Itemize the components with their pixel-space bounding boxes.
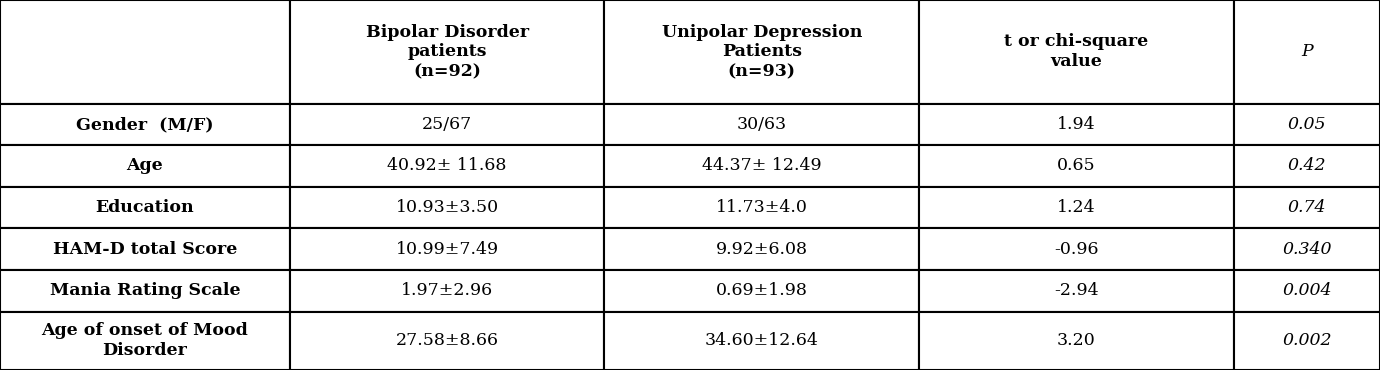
Bar — [0, 187, 290, 228]
Bar — [1234, 228, 1380, 270]
Text: -0.96: -0.96 — [1054, 240, 1098, 258]
Bar — [290, 104, 604, 145]
Text: -2.94: -2.94 — [1054, 282, 1098, 299]
Bar — [0, 145, 290, 187]
Text: 0.65: 0.65 — [1057, 158, 1096, 175]
Bar — [919, 187, 1234, 228]
Bar — [1234, 145, 1380, 187]
Bar — [290, 187, 604, 228]
Text: Gender  (M/F): Gender (M/F) — [76, 116, 214, 133]
Text: Unipolar Depression
Patients
(n=93): Unipolar Depression Patients (n=93) — [661, 24, 862, 80]
Text: Age of onset of Mood
Disorder: Age of onset of Mood Disorder — [41, 323, 248, 359]
Bar — [290, 270, 604, 312]
Text: 27.58±8.66: 27.58±8.66 — [396, 332, 498, 349]
Text: 44.37± 12.49: 44.37± 12.49 — [702, 158, 821, 175]
Text: 0.340: 0.340 — [1282, 240, 1332, 258]
Text: 0.002: 0.002 — [1282, 332, 1332, 349]
Bar — [1234, 0, 1380, 104]
Bar — [919, 270, 1234, 312]
Bar — [1234, 187, 1380, 228]
Bar — [604, 104, 919, 145]
Text: 40.92± 11.68: 40.92± 11.68 — [388, 158, 506, 175]
Text: 30/63: 30/63 — [737, 116, 787, 133]
Text: 0.004: 0.004 — [1282, 282, 1332, 299]
Text: 0.05: 0.05 — [1288, 116, 1326, 133]
Text: 10.99±7.49: 10.99±7.49 — [396, 240, 498, 258]
Bar — [604, 0, 919, 104]
Bar — [919, 104, 1234, 145]
Text: 0.74: 0.74 — [1288, 199, 1326, 216]
Bar — [919, 312, 1234, 370]
Bar — [290, 0, 604, 104]
Bar — [604, 187, 919, 228]
Text: t or chi-square
value: t or chi-square value — [1005, 34, 1148, 70]
Text: HAM-D total Score: HAM-D total Score — [52, 240, 237, 258]
Text: 34.60±12.64: 34.60±12.64 — [705, 332, 818, 349]
Text: 9.92±6.08: 9.92±6.08 — [716, 240, 807, 258]
Text: Education: Education — [95, 199, 195, 216]
Bar — [1234, 270, 1380, 312]
Bar — [290, 228, 604, 270]
Text: 11.73±4.0: 11.73±4.0 — [716, 199, 807, 216]
Text: 0.42: 0.42 — [1288, 158, 1326, 175]
Text: 10.93±3.50: 10.93±3.50 — [396, 199, 498, 216]
Bar — [604, 270, 919, 312]
Bar — [1234, 312, 1380, 370]
Bar — [1234, 104, 1380, 145]
Text: Mania Rating Scale: Mania Rating Scale — [50, 282, 240, 299]
Bar — [290, 312, 604, 370]
Bar — [0, 228, 290, 270]
Bar — [919, 0, 1234, 104]
Bar — [0, 270, 290, 312]
Text: 1.97±2.96: 1.97±2.96 — [402, 282, 493, 299]
Bar — [290, 145, 604, 187]
Text: Bipolar Disorder
patients
(n=92): Bipolar Disorder patients (n=92) — [366, 24, 529, 80]
Bar — [919, 145, 1234, 187]
Text: 3.20: 3.20 — [1057, 332, 1096, 349]
Text: 1.94: 1.94 — [1057, 116, 1096, 133]
Bar — [604, 312, 919, 370]
Text: P: P — [1301, 43, 1312, 60]
Bar — [0, 0, 290, 104]
Text: 25/67: 25/67 — [422, 116, 472, 133]
Bar — [0, 104, 290, 145]
Text: 0.69±1.98: 0.69±1.98 — [716, 282, 807, 299]
Bar — [919, 228, 1234, 270]
Bar — [0, 312, 290, 370]
Bar — [604, 145, 919, 187]
Text: Age: Age — [127, 158, 163, 175]
Bar — [604, 228, 919, 270]
Text: 1.24: 1.24 — [1057, 199, 1096, 216]
